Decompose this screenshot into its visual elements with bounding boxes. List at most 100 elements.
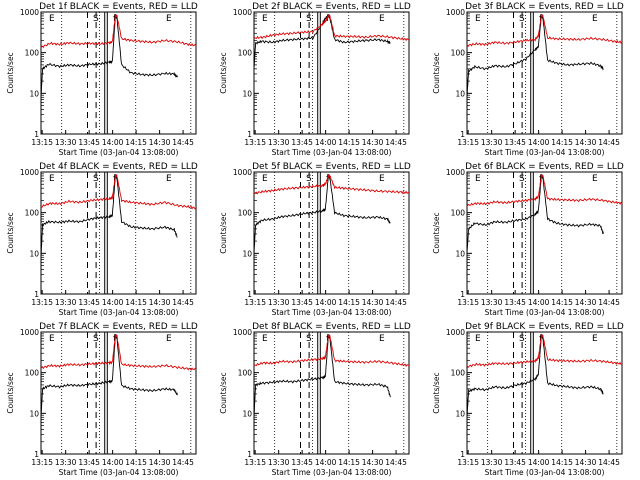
series-events <box>40 334 178 418</box>
y-tick-label: 1000 <box>20 328 39 337</box>
panel-title: Det 1f BLACK = Events, RED = LLD <box>39 2 198 12</box>
event-marker-e: E <box>49 174 55 184</box>
x-tick-label: 13:15 <box>457 138 479 147</box>
y-tick-label: 1000 <box>20 8 39 17</box>
x-axis-label: Start Time (03-Jan-04 13:08:00) <box>59 468 179 477</box>
x-tick-label: 13:45 <box>291 458 313 467</box>
y-tick-label: 100 <box>451 209 466 218</box>
x-tick-label: 14:00 <box>102 298 124 307</box>
y-tick-label: 10 <box>242 249 252 258</box>
x-tick-label: 14:45 <box>172 458 194 467</box>
series-lld <box>40 334 197 371</box>
x-tick-label: 14:45 <box>598 458 620 467</box>
y-tick-label: 1 <box>34 450 39 459</box>
series-lld <box>253 174 409 195</box>
event-marker-e: E <box>379 334 385 344</box>
y-tick-label: 1 <box>460 290 465 299</box>
x-tick-label: 13:30 <box>481 458 503 467</box>
y-tick-label: 1 <box>247 290 252 299</box>
x-axis-label: Start Time (03-Jan-04 13:08:00) <box>272 308 392 317</box>
series-lld <box>466 174 623 207</box>
x-tick-label: 13:15 <box>457 458 479 467</box>
y-tick-label: 1 <box>34 290 39 299</box>
y-tick-label: 10 <box>29 409 39 418</box>
panel-det-8: Det 8f BLACK = Events, RED = LLD 1 10 100 10… <box>219 322 411 477</box>
series-lld <box>466 14 623 48</box>
x-tick-label: 14:00 <box>528 138 550 147</box>
y-tick-label: 1000 <box>446 328 465 337</box>
event-marker-e: E <box>166 174 172 184</box>
series-events <box>466 175 604 255</box>
x-tick-label: 14:30 <box>575 458 597 467</box>
event-marker-s: S <box>519 334 525 344</box>
x-tick-label: 14:45 <box>385 298 407 307</box>
y-tick-label: 100 <box>451 49 466 58</box>
series-events <box>253 175 391 255</box>
x-tick-label: 14:00 <box>528 298 550 307</box>
x-tick-label: 14:45 <box>598 138 620 147</box>
event-marker-e: E <box>592 14 598 24</box>
event-marker-s: S <box>93 14 99 24</box>
panel-det-5: Det 5f BLACK = Events, RED = LLD 1 10 100 10… <box>219 162 411 317</box>
panel-title: Det 7f BLACK = Events, RED = LLD <box>39 322 198 332</box>
x-tick-label: 13:45 <box>78 298 100 307</box>
event-marker-s: S <box>519 174 525 184</box>
y-tick-label: 1 <box>460 130 465 139</box>
x-tick-label: 13:45 <box>291 138 313 147</box>
plot-frame <box>253 331 410 455</box>
x-tick-label: 13:45 <box>78 458 100 467</box>
y-axis-label: Counts/sec <box>219 372 228 413</box>
x-tick-label: 14:45 <box>172 138 194 147</box>
panel-title: Det 5f BLACK = Events, RED = LLD <box>252 162 411 172</box>
y-tick-label: 100 <box>25 49 40 58</box>
y-tick-label: 1000 <box>446 168 465 177</box>
event-marker-e: E <box>262 14 268 24</box>
x-axis-label: Start Time (03-Jan-04 13:08:00) <box>272 148 392 157</box>
x-tick-label: 14:30 <box>362 298 384 307</box>
x-tick-label: 14:15 <box>551 298 573 307</box>
y-tick-label: 100 <box>238 369 253 378</box>
series-events <box>40 175 178 258</box>
panel-det-4: Det 4f BLACK = Events, RED = LLD 1 10 100 10… <box>6 162 198 317</box>
panel-title: Det 9f BLACK = Events, RED = LLD <box>465 322 624 332</box>
event-marker-s: S <box>306 174 312 184</box>
y-tick-label: 10 <box>455 89 465 98</box>
y-axis-label: Counts/sec <box>219 52 228 93</box>
y-axis-label: Counts/sec <box>219 212 228 253</box>
x-tick-label: 14:30 <box>362 458 384 467</box>
x-tick-label: 14:30 <box>149 138 171 147</box>
x-tick-label: 13:30 <box>268 298 290 307</box>
y-tick-label: 10 <box>242 89 252 98</box>
event-marker-e: E <box>475 334 481 344</box>
event-marker-e: E <box>166 334 172 344</box>
panel-det-7: Det 7f BLACK = Events, RED = LLD 1 10 100 10… <box>6 322 198 477</box>
x-tick-label: 13:15 <box>31 298 53 307</box>
panel-det-1: Det 1f BLACK = Events, RED = LLD 1 10 100 10… <box>6 2 198 157</box>
x-tick-label: 13:15 <box>31 138 53 147</box>
event-marker-f: f <box>326 14 330 24</box>
panel-det-9: Det 9f BLACK = Events, RED = LLD 1 10 100 10… <box>432 322 624 477</box>
x-tick-label: 14:00 <box>102 138 124 147</box>
x-tick-label: 13:15 <box>457 298 479 307</box>
x-axis-label: Start Time (03-Jan-04 13:08:00) <box>59 148 179 157</box>
event-marker-s: S <box>306 334 312 344</box>
event-marker-e: E <box>475 14 481 24</box>
y-tick-label: 10 <box>29 249 39 258</box>
event-marker-e: E <box>475 174 481 184</box>
x-tick-label: 14:30 <box>362 138 384 147</box>
series-lld <box>40 173 197 210</box>
panel-det-3: Det 3f BLACK = Events, RED = LLD 1 10 100 10… <box>432 2 624 157</box>
y-tick-label: 100 <box>238 209 253 218</box>
event-marker-s: S <box>93 334 99 344</box>
x-tick-label: 13:30 <box>268 458 290 467</box>
x-tick-label: 14:15 <box>338 298 360 307</box>
x-tick-label: 13:30 <box>55 458 77 467</box>
series-events <box>466 15 604 97</box>
y-tick-label: 10 <box>455 409 465 418</box>
y-axis-label: Counts/sec <box>6 212 15 253</box>
x-tick-label: 14:30 <box>149 458 171 467</box>
plot-frame <box>466 331 623 455</box>
x-tick-label: 14:45 <box>385 138 407 147</box>
x-axis-label: Start Time (03-Jan-04 13:08:00) <box>59 308 179 317</box>
